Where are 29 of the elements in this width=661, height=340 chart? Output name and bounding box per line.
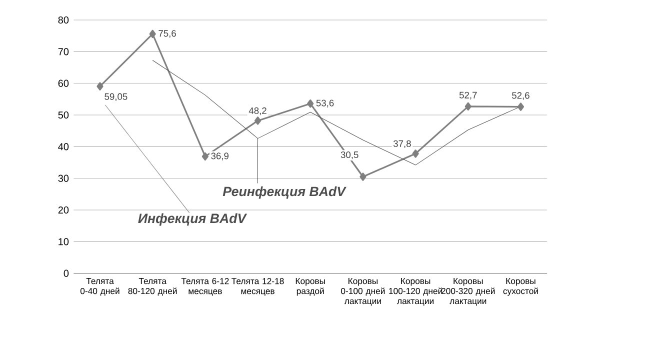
y-tick-label: 70 (58, 48, 69, 56)
y-tick-label: 10 (58, 238, 69, 246)
y-tick-label: 20 (58, 206, 69, 214)
x-tick-label: Коровы 100-120 дней лактации (389, 278, 442, 306)
data-label: 52,6 (512, 92, 530, 100)
data-label: 75,6 (158, 30, 176, 38)
x-tick-label: Телята 0-40 дней (80, 278, 120, 296)
data-label: 53,6 (316, 100, 334, 108)
data-label: 37,8 (393, 140, 411, 148)
x-tick-label: Телята 80-120 дней (128, 278, 177, 296)
y-tick-label: 50 (58, 111, 69, 119)
text: Реинфекция BAdV (222, 186, 346, 199)
y-tick-label: 80 (58, 16, 69, 24)
data-label: 30,5 (340, 151, 358, 160)
y-tick-label: 0 (64, 270, 69, 277)
data-label: 36,9 (211, 152, 229, 160)
x-tick-label: Телята 6-12 месяцев (181, 278, 229, 296)
x-tick-label: Коровы раздой (296, 278, 325, 296)
text: Инфекция BAdV (138, 213, 248, 226)
y-tick-label: 40 (58, 143, 69, 150)
data-label: 48,2 (248, 107, 266, 116)
x-tick-label: Коровы 0-100 дней лактации (341, 278, 385, 306)
data-label: 52,7 (459, 92, 477, 100)
x-tick-label: Коровы 200-320 дней лактации (441, 278, 495, 306)
y-tick-label: 30 (58, 174, 69, 182)
x-tick-label: Коровы сухостой (503, 278, 538, 296)
data-label: 59,05 (104, 93, 128, 101)
x-tick-label: Телята 12-18 месяцев (232, 278, 284, 296)
y-tick-label: 60 (58, 80, 69, 87)
